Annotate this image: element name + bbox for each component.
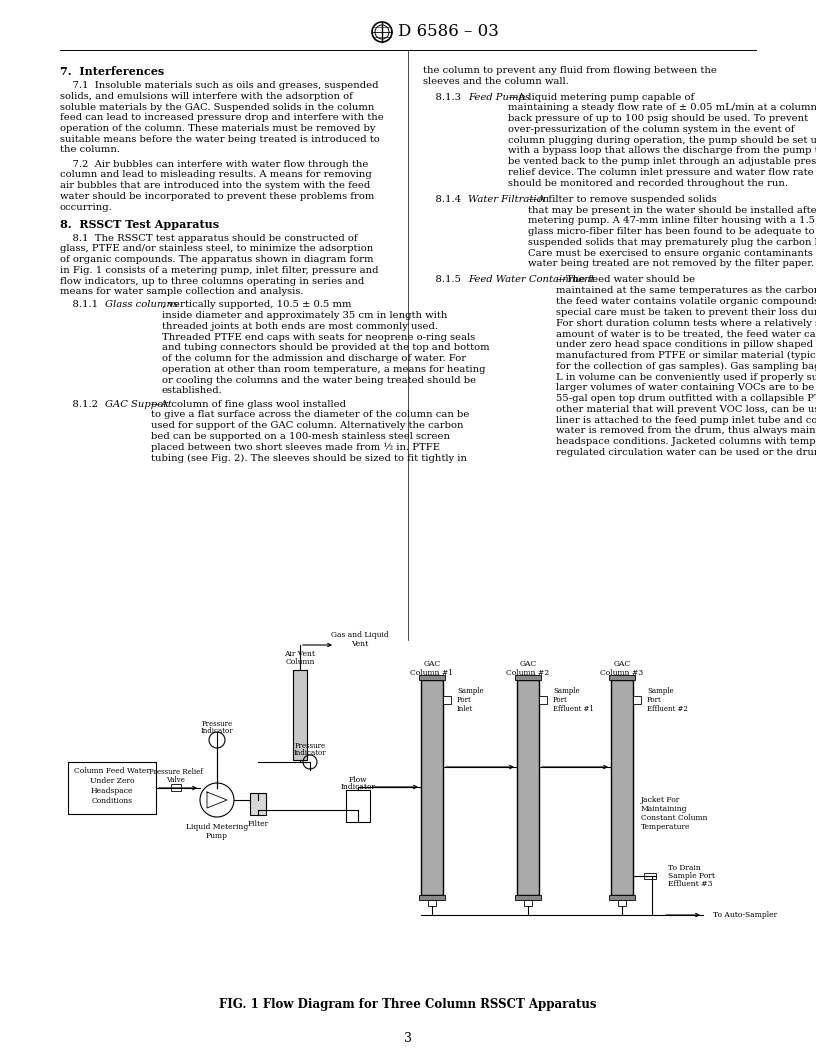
Text: Air Vent: Air Vent xyxy=(285,650,316,658)
Text: Sample Port: Sample Port xyxy=(668,872,715,880)
Text: 8.1  The RSSCT test apparatus should be constructed of
glass, PTFE and/or stainl: 8.1 The RSSCT test apparatus should be c… xyxy=(60,233,379,297)
Text: Indicator: Indicator xyxy=(201,727,233,735)
Text: GAC Support: GAC Support xyxy=(105,399,172,409)
Text: Pressure: Pressure xyxy=(295,742,326,750)
Text: Sample
Port
Effluent #2: Sample Port Effluent #2 xyxy=(647,686,688,713)
Text: Pressure: Pressure xyxy=(202,720,233,728)
Text: Under Zero: Under Zero xyxy=(90,777,135,785)
Bar xyxy=(171,784,181,791)
Text: Conditions: Conditions xyxy=(91,797,132,805)
Text: D 6586 – 03: D 6586 – 03 xyxy=(398,23,499,40)
Bar xyxy=(443,696,451,704)
Text: To Drain: To Drain xyxy=(668,864,701,872)
Text: GAC
Column #3: GAC Column #3 xyxy=(601,660,644,677)
Text: Sample
Port
Inlet: Sample Port Inlet xyxy=(457,686,484,713)
Text: Pressure Relief: Pressure Relief xyxy=(149,768,203,776)
Bar xyxy=(609,895,635,900)
Text: 8.1.4: 8.1.4 xyxy=(423,194,468,204)
Text: Jacket For: Jacket For xyxy=(641,796,681,804)
Bar xyxy=(293,670,307,760)
Bar xyxy=(419,895,445,900)
Text: Pump: Pump xyxy=(206,832,228,840)
Text: Liquid Metering: Liquid Metering xyxy=(186,823,248,831)
Text: Feed Pumps: Feed Pumps xyxy=(468,93,530,101)
Text: Column Feed Water: Column Feed Water xyxy=(74,767,150,775)
Text: Glass columns: Glass columns xyxy=(105,300,178,309)
Text: —A column of fine glass wool installed
to give a flat surface across the diamete: —A column of fine glass wool installed t… xyxy=(151,399,469,463)
Bar xyxy=(419,675,445,680)
Text: , vertically supported, 10.5 ± 0.5 mm
inside diameter and approximately 35 cm in: , vertically supported, 10.5 ± 0.5 mm in… xyxy=(162,300,490,395)
Text: Filter: Filter xyxy=(247,821,268,828)
Text: 8.1.3: 8.1.3 xyxy=(423,93,468,101)
Text: 3: 3 xyxy=(404,1032,412,1044)
Text: Sample
Port
Effluent #1: Sample Port Effluent #1 xyxy=(553,686,594,713)
Bar xyxy=(524,900,532,906)
Bar xyxy=(515,895,541,900)
Text: Temperature: Temperature xyxy=(641,823,690,831)
Text: 7.1  Insoluble materials such as oils and greases, suspended
solids, and emulsio: 7.1 Insoluble materials such as oils and… xyxy=(60,81,384,154)
Bar xyxy=(517,680,539,895)
Text: 8.1.5: 8.1.5 xyxy=(423,276,468,284)
Text: the column to prevent any fluid from flowing between the
sleeves and the column : the column to prevent any fluid from flo… xyxy=(423,65,717,86)
Text: Indicator: Indicator xyxy=(294,749,326,757)
Bar xyxy=(609,675,635,680)
Text: Vent: Vent xyxy=(352,640,369,648)
Bar xyxy=(611,680,633,895)
Text: Flow: Flow xyxy=(348,776,367,784)
Polygon shape xyxy=(207,792,227,808)
Bar xyxy=(346,790,370,822)
Text: Indicator: Indicator xyxy=(340,782,375,791)
Bar xyxy=(68,762,156,814)
Bar xyxy=(633,696,641,704)
Bar xyxy=(539,696,547,704)
Text: —A filter to remove suspended solids
that may be present in the water should be : —A filter to remove suspended solids tha… xyxy=(528,194,816,268)
Text: Column: Column xyxy=(286,658,315,666)
Bar xyxy=(250,793,266,815)
Text: To Auto-Sampler: To Auto-Sampler xyxy=(713,911,777,919)
Text: 7.  Interferences: 7. Interferences xyxy=(60,65,164,77)
Bar xyxy=(421,680,443,895)
Bar xyxy=(618,900,626,906)
Text: 8.1.2: 8.1.2 xyxy=(60,399,104,409)
Text: Valve: Valve xyxy=(166,776,185,784)
Bar xyxy=(428,900,436,906)
Text: GAC
Column #2: GAC Column #2 xyxy=(507,660,549,677)
Bar xyxy=(644,873,656,879)
Text: Feed Water Containment: Feed Water Containment xyxy=(468,276,595,284)
Text: —The feed water should be
maintained at the same temperatures as the carbon colu: —The feed water should be maintained at … xyxy=(556,276,816,457)
Text: Effluent #3: Effluent #3 xyxy=(668,880,712,888)
Text: 7.2  Air bubbles can interfere with water flow through the
column and lead to mi: 7.2 Air bubbles can interfere with water… xyxy=(60,159,375,211)
Text: Constant Column: Constant Column xyxy=(641,814,707,822)
Text: Gas and Liquid: Gas and Liquid xyxy=(331,631,389,639)
Text: FIG. 1 Flow Diagram for Three Column RSSCT Apparatus: FIG. 1 Flow Diagram for Three Column RSS… xyxy=(220,998,596,1011)
Bar xyxy=(515,675,541,680)
Text: GAC
Column #1: GAC Column #1 xyxy=(410,660,454,677)
Text: 8.1.1: 8.1.1 xyxy=(60,300,104,309)
Text: Water Filtration: Water Filtration xyxy=(468,194,549,204)
Text: 8.  RSSCT Test Apparatus: 8. RSSCT Test Apparatus xyxy=(60,219,220,229)
Text: Maintaining: Maintaining xyxy=(641,805,688,813)
Text: —A liquid metering pump capable of
maintaining a steady flow rate of ± 0.05 mL/m: —A liquid metering pump capable of maint… xyxy=(508,93,816,188)
Text: Headspace: Headspace xyxy=(91,787,133,795)
